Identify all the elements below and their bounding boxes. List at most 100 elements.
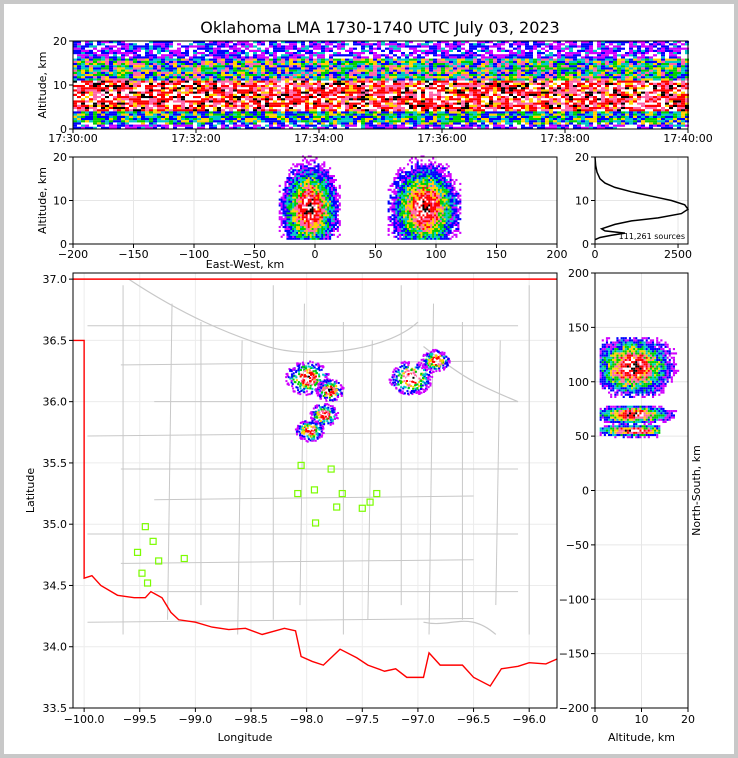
source-cell (589, 56, 593, 59)
source-cell (97, 65, 101, 68)
source-cell (109, 107, 113, 110)
source-cell (397, 87, 401, 90)
source-cell (525, 74, 529, 77)
source-cell (297, 111, 301, 114)
source-cell (573, 87, 577, 90)
source-cell (489, 82, 493, 85)
source-cell (365, 100, 369, 103)
source-cell (529, 120, 533, 123)
source-cell (345, 89, 349, 92)
source-cell (225, 89, 229, 92)
source-cell (361, 113, 365, 116)
source-cell (521, 80, 525, 83)
source-cell (309, 43, 313, 46)
source-cell (449, 113, 453, 116)
source-cell (257, 111, 261, 114)
source-cell (473, 93, 477, 96)
source-cell (121, 82, 125, 85)
source-cell (93, 80, 97, 83)
source-cell (333, 74, 337, 77)
source-cell (265, 65, 269, 68)
source-cell (293, 47, 297, 50)
source-cell (125, 58, 129, 61)
source-cell (325, 107, 329, 110)
source-cell (521, 89, 525, 92)
source-cell (253, 115, 257, 118)
source-cell (521, 63, 525, 66)
source-cell (309, 124, 313, 127)
source-cell (445, 85, 449, 88)
source-cell (257, 71, 261, 74)
source-cell (461, 41, 465, 44)
source-cell (233, 100, 237, 103)
source-cell (461, 100, 465, 103)
source-cell (593, 109, 597, 112)
source-cell (305, 113, 309, 116)
source-cell (349, 58, 353, 61)
source-cell (97, 41, 101, 44)
source-cell (509, 87, 513, 90)
source-cell (165, 91, 169, 94)
source-cell (169, 113, 173, 116)
source-cell (177, 104, 181, 107)
source-cell (125, 82, 129, 85)
source-cell (353, 91, 357, 94)
source-cell (509, 109, 513, 112)
source-cell (457, 58, 461, 61)
source-cell (453, 115, 457, 118)
source-cell (569, 65, 573, 68)
source-cell (209, 82, 213, 85)
source-cell (509, 113, 513, 116)
source-cell (277, 76, 281, 79)
source-cell (133, 96, 137, 99)
source-cell (189, 89, 193, 92)
source-cell (549, 54, 553, 57)
source-cell (93, 98, 97, 101)
source-cell (389, 120, 393, 123)
source-cell (305, 89, 309, 92)
source-cell (481, 80, 485, 83)
source-cell (285, 49, 289, 52)
source-cell (481, 69, 485, 72)
source-cell (137, 102, 141, 105)
source-cell (489, 41, 493, 44)
source-cell (337, 80, 341, 83)
source-cell (365, 109, 369, 112)
source-cell (529, 65, 533, 68)
source-cell (209, 122, 213, 125)
source-cell (237, 126, 241, 129)
source-cell (209, 65, 213, 68)
source-cell (297, 104, 301, 107)
source-cell (445, 100, 449, 103)
source-cell (481, 74, 485, 77)
source-cell (345, 118, 349, 121)
source-cell (197, 52, 201, 55)
source-cell (133, 87, 137, 90)
source-cell (253, 65, 257, 68)
source-cell (289, 52, 293, 55)
source-cell (269, 82, 273, 85)
source-cell (377, 58, 381, 61)
source-cell (97, 85, 101, 88)
source-cell (249, 107, 253, 110)
source-cell (309, 67, 313, 70)
source-cell (89, 120, 93, 123)
source-cell (249, 98, 253, 101)
source-cell (281, 111, 285, 114)
source-cell (181, 60, 185, 63)
source-cell (165, 58, 169, 61)
source-cell (201, 120, 205, 123)
source-cell (397, 109, 401, 112)
source-cell (201, 41, 205, 44)
source-cell (161, 93, 165, 96)
source-cell (325, 43, 329, 46)
source-cell (293, 93, 297, 96)
source-cell (229, 98, 233, 101)
source-cell (473, 122, 477, 125)
source-cell (341, 43, 345, 46)
source-cell (421, 65, 425, 68)
source-cell (417, 102, 421, 105)
source-cell (357, 56, 361, 59)
source-cell (577, 67, 581, 70)
source-cell (553, 47, 557, 50)
